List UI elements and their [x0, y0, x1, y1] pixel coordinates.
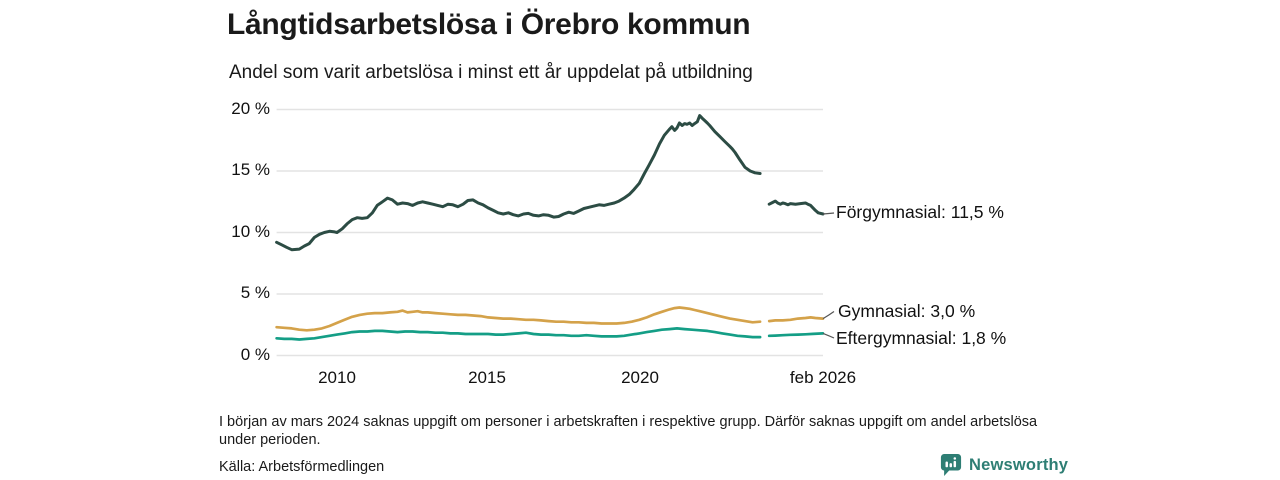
- newsworthy-brand-name: Newsworthy: [969, 455, 1069, 474]
- chart-subtitle: Andel som varit arbetslösa i minst ett å…: [229, 62, 753, 83]
- y-tick-10: 10 %: [231, 222, 270, 241]
- page-title: Långtidsarbetslösa i Örebro kommun: [227, 8, 751, 41]
- x-tick-2020: 2020: [621, 368, 659, 387]
- newsworthy-brand: Newsworthy: [940, 453, 1068, 477]
- y-tick-5: 5 %: [240, 283, 270, 302]
- series-label-eftergymnasial: Eftergymnasial: 1,8 %: [836, 328, 1007, 348]
- x-tick-feb2026: feb 2026: [789, 368, 857, 387]
- x-tick-2015: 2015: [468, 368, 506, 387]
- series-label-forgymnasial: Förgymnasial: 11,5 %: [836, 202, 1004, 222]
- chart-footnote: I början av mars 2024 saknas uppgift om …: [219, 414, 1038, 448]
- series-label-gymnasial: Gymnasial: 3,0 %: [838, 301, 976, 321]
- newsworthy-logo-icon: [940, 454, 962, 476]
- source-text: Källa: Arbetsförmedlingen: [219, 459, 385, 475]
- y-tick-0: 0 %: [240, 345, 270, 364]
- y-tick-15: 15 %: [231, 160, 270, 179]
- y-tick-20: 20 %: [231, 99, 270, 118]
- x-tick-2010: 2010: [318, 368, 356, 387]
